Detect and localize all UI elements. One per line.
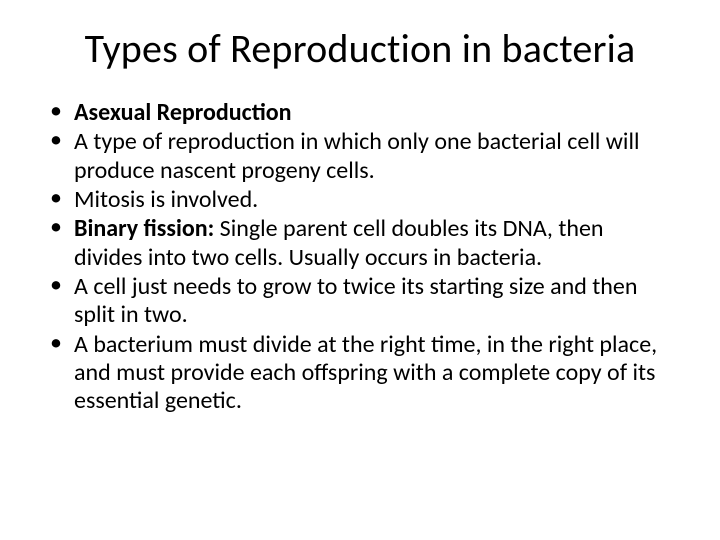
slide-title: Types of Reproduction in bacteria bbox=[44, 24, 676, 73]
text-run: A type of reproduction in which only one… bbox=[74, 127, 639, 184]
bullet-item: A bacterium must divide at the right tim… bbox=[44, 331, 676, 416]
slide: Types of Reproduction in bacteria Asexua… bbox=[0, 0, 720, 540]
text-run: A cell just needs to grow to twice its s… bbox=[74, 272, 637, 329]
text-run: Binary fission: bbox=[74, 214, 214, 243]
slide-body: Asexual ReproductionA type of reproducti… bbox=[44, 99, 676, 416]
bullet-item: Asexual Reproduction bbox=[44, 99, 676, 127]
bullet-item: Binary fission: Single parent cell doubl… bbox=[44, 215, 676, 272]
text-run: Asexual Reproduction bbox=[74, 98, 292, 127]
bullet-item: A cell just needs to grow to twice its s… bbox=[44, 273, 676, 330]
bullet-list: Asexual ReproductionA type of reproducti… bbox=[44, 99, 676, 415]
bullet-item: A type of reproduction in which only one… bbox=[44, 128, 676, 185]
text-run: Mitosis is involved. bbox=[74, 185, 258, 214]
bullet-item: Mitosis is involved. bbox=[44, 186, 676, 214]
text-run: A bacterium must divide at the right tim… bbox=[74, 330, 657, 416]
